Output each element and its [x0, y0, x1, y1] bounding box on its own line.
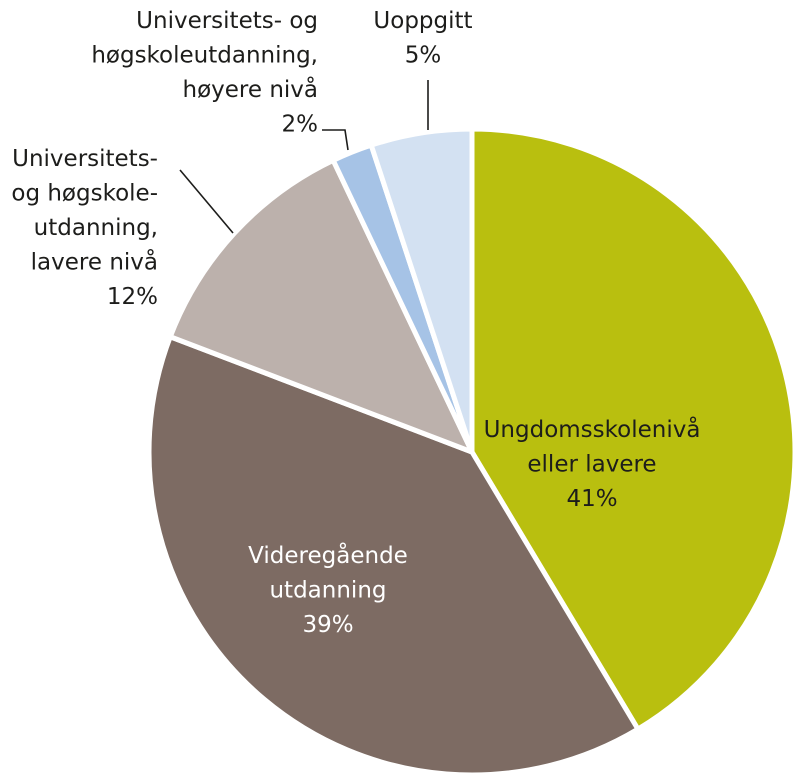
leader-line-lower-level: [179, 169, 234, 234]
slice-label-2-line-1: og høgskole-: [11, 181, 158, 207]
slice-value-label-4: 5%: [405, 43, 442, 69]
slice-label-1-line-1: utdanning: [269, 578, 386, 604]
slice-label-2-line-0: Universitets-: [12, 146, 158, 172]
slice-label-3-line-0: Universitets- og: [136, 8, 318, 34]
slice-value-label-0: 41%: [566, 486, 617, 512]
pie-slices: [146, 126, 798, 778]
slice-labels: Ungdomsskolenivå eller lavere 41% Videregåe…: [11, 8, 700, 638]
slice-label-2-line-3: lavere nivå: [31, 248, 158, 276]
pie-slice-4: [368, 126, 475, 455]
slice-label-0-line-0: Ungdomsskolenivå: [484, 415, 701, 443]
leader-line-higher-level: [322, 129, 349, 151]
pie-slice-2: [167, 157, 475, 455]
slice-label-1-line-0: Videregående: [248, 541, 408, 569]
pie-slice-1: [146, 334, 641, 778]
slice-value-label-3: 2%: [282, 112, 319, 138]
slice-label-4-line-0: Uoppgitt: [373, 8, 472, 34]
pie-slice-0: [469, 126, 798, 732]
slice-value-label-1: 39%: [302, 612, 353, 638]
slice-label-0-line-1: eller lavere: [527, 452, 656, 478]
slice-label-3-line-1: høgskoleutdanning,: [91, 43, 318, 69]
slice-label-3-line-2: høyere nivå: [183, 75, 319, 103]
slice-value-label-2: 12%: [107, 284, 158, 310]
leader-lines: [179, 80, 429, 234]
slice-label-2-line-2: utdanning,: [34, 215, 158, 241]
